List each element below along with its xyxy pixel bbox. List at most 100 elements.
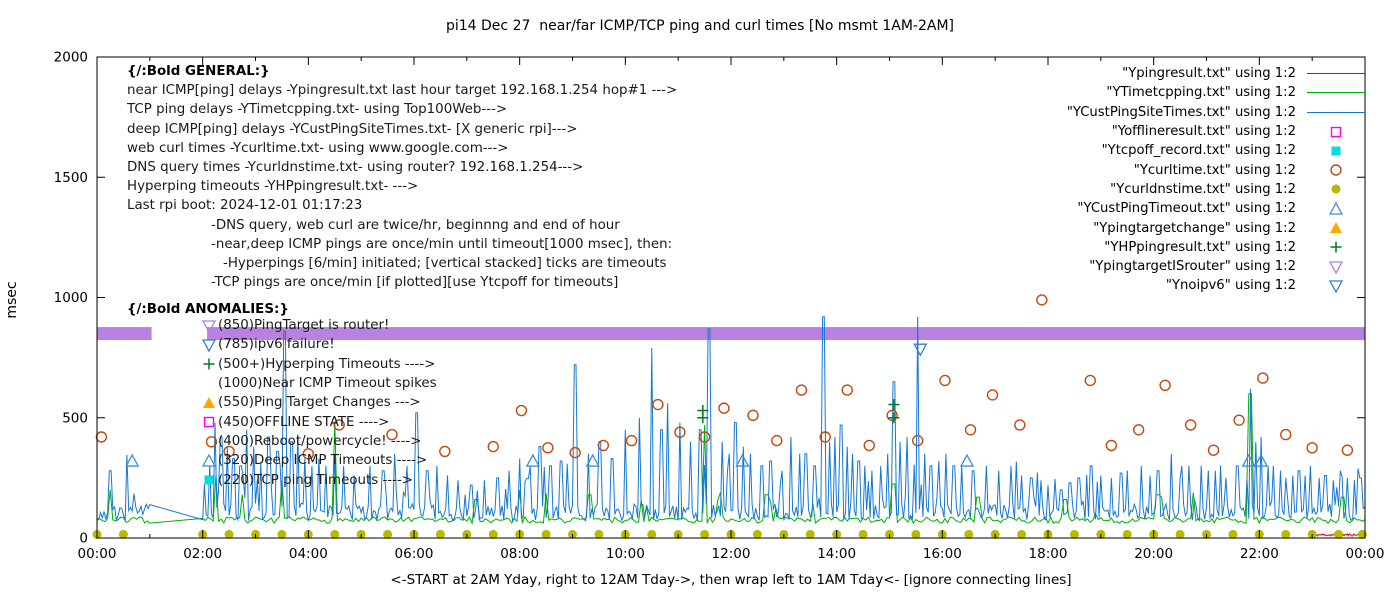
circle-open-icon xyxy=(964,424,977,436)
legend-sample xyxy=(1300,278,1372,294)
x-tick-label: 10:00 xyxy=(606,546,645,562)
circle-open-icon xyxy=(333,419,345,431)
triangle-down-open-icon xyxy=(201,319,216,333)
annotation-line: -Hyperpings [6/min] initiated; [vertical… xyxy=(223,255,667,271)
x-axis-label: <-START at 2AM Yday, right to 12AM Tday-… xyxy=(390,572,1072,588)
annotation-line: near ICMP[ping] delays -Ypingresult.txt … xyxy=(127,83,678,99)
circle-open-icon xyxy=(1084,374,1096,387)
circle-open-icon xyxy=(841,384,853,396)
circle-open-icon xyxy=(652,398,664,411)
legend-item: "Ytcpoff_record.txt" using 1:2 xyxy=(1067,141,1372,160)
anomaly-label: (850)PingTarget is router! xyxy=(218,318,390,334)
legend-item: "YCustPingTimeout.txt" using 1:2 xyxy=(1067,199,1372,218)
legend-sample xyxy=(1300,259,1372,275)
anomalies-heading: {/:Bold ANOMALIES:} xyxy=(127,302,289,317)
circle-filled-icon xyxy=(700,529,710,539)
circle-open-icon xyxy=(1159,379,1171,391)
legend-label: "YCustPingSiteTimes.txt" using 1:2 xyxy=(1066,104,1296,120)
legend-label: "Ycurltime.txt" using 1:2 xyxy=(1133,162,1296,178)
triangle-up-open-icon xyxy=(1328,201,1344,215)
anomaly-item: (450)OFFLINE STATE ----> xyxy=(199,412,437,431)
circle-filled-icon xyxy=(752,529,762,539)
anomaly-marker xyxy=(199,318,218,334)
legend-label: "Ypingresult.txt" using 1:2 xyxy=(1122,66,1296,82)
triangle-down-open-icon xyxy=(1328,260,1344,274)
square-filled-icon xyxy=(204,475,213,485)
circle-open-icon xyxy=(747,409,759,422)
circle-open-icon xyxy=(1036,294,1048,306)
legend-item: "YCustPingSiteTimes.txt" using 1:2 xyxy=(1067,103,1372,122)
circle-open-icon xyxy=(487,440,499,453)
series-YCustPingTimeout.txt xyxy=(125,453,1269,467)
triangle-down-open-icon xyxy=(1328,280,1344,294)
legend: "Ypingresult.txt" using 1:2 "YTimetcpping… xyxy=(1067,64,1372,296)
x-tick-label: 00:00 xyxy=(1346,546,1385,562)
series-line xyxy=(96,316,1366,523)
line-sample-icon xyxy=(1307,111,1365,113)
chart-title: pi14 Dec 27 near/far ICMP/TCP ping and c… xyxy=(445,18,954,34)
circle-open-icon xyxy=(223,445,235,458)
square-open-icon xyxy=(1330,126,1342,137)
circle-filled-icon xyxy=(805,529,815,539)
circle-open-icon xyxy=(386,428,398,441)
circle-open-icon xyxy=(1132,424,1145,436)
circle-open-icon xyxy=(718,402,730,414)
circle-open-icon xyxy=(1233,414,1245,426)
legend-label: "YTimetcpping.txt" using 1:2 xyxy=(1106,85,1296,101)
triangle-up-open-icon xyxy=(125,453,140,467)
annotation-line: Last rpi boot: 2024-12-01 01:17:23 xyxy=(127,198,363,214)
x-tick-label: 00:00 xyxy=(78,546,117,562)
circle-open-icon xyxy=(1014,419,1026,431)
series-Ynoipv6 xyxy=(913,343,928,357)
axes: 0 500 1000 1500 2000 00:00 02:00 04:00 06:00 08:0… xyxy=(54,50,1385,563)
legend-sample xyxy=(1300,201,1372,217)
anomaly-marker xyxy=(199,356,218,372)
circle-filled-icon xyxy=(1228,529,1238,539)
circle-open-icon xyxy=(986,389,999,401)
circle-open-icon xyxy=(542,442,554,454)
legend-item: "YpingtargetISrouter" using 1:2 xyxy=(1067,257,1372,276)
circle-open-icon xyxy=(1341,444,1354,456)
anomaly-label: (785)ipv6 failure! xyxy=(218,337,335,353)
circle-filled-icon xyxy=(647,529,657,539)
circle-filled-icon xyxy=(1331,184,1341,194)
circle-open-icon xyxy=(911,434,924,447)
y-axis-label: msec xyxy=(4,281,20,318)
legend-label: "Ypingtargetchange" using 1:2 xyxy=(1093,220,1296,236)
circle-filled-icon xyxy=(1069,529,1079,539)
anomaly-marker xyxy=(199,453,218,469)
legend-label: "Ynoipv6" using 1:2 xyxy=(1165,278,1296,294)
y-tick-label: 1500 xyxy=(54,170,88,186)
triangle-up-open-icon xyxy=(1253,453,1269,467)
annotation-line: -DNS query, web curl are twice/hr, begin… xyxy=(211,217,620,233)
circle-filled-icon xyxy=(594,529,604,539)
square-open-icon xyxy=(1330,126,1342,137)
line-sample-icon xyxy=(1307,73,1365,75)
x-tick-label: 08:00 xyxy=(500,546,539,562)
plus-icon xyxy=(1330,241,1342,253)
annotation-line: TCP ping delays -YTimetcpping.txt- using… xyxy=(127,102,508,118)
y-tick-label: 500 xyxy=(62,410,88,426)
anomaly-label: (450)OFFLINE STATE ----> xyxy=(218,414,390,430)
circle-open-icon xyxy=(1105,439,1118,452)
legend-item: "Ypingresult.txt" using 1:2 xyxy=(1067,64,1372,83)
circle-open-icon xyxy=(1207,444,1220,456)
triangle-down-open-icon xyxy=(913,343,928,357)
circle-open-icon xyxy=(515,404,528,417)
circle-filled-icon xyxy=(1281,529,1291,539)
anomaly-item: (785)ipv6 failure! xyxy=(199,335,437,354)
legend-sample xyxy=(1300,143,1372,159)
annotation-line: DNS query times -Ycurldnstime.txt- using… xyxy=(127,159,584,175)
x-tick-label: 18:00 xyxy=(1029,546,1068,562)
circle-open-icon xyxy=(771,434,783,447)
legend-label: "YHPpingresult.txt" using 1:2 xyxy=(1104,239,1296,255)
circle-open-icon xyxy=(819,431,831,443)
circle-open-icon xyxy=(625,434,638,447)
legend-sample xyxy=(1300,162,1372,178)
annotation-line: -TCP pings are once/min [if plotted][use… xyxy=(211,275,619,291)
square-filled-icon xyxy=(1331,146,1341,156)
triangle-up-filled-icon xyxy=(202,396,215,408)
triangle-up-filled-icon xyxy=(202,396,215,408)
